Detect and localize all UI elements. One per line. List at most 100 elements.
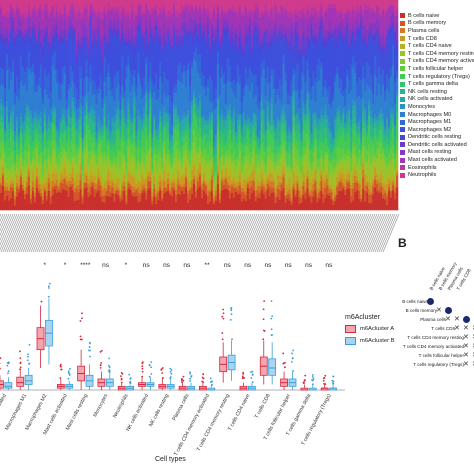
bar-segment: [25, 107, 29, 118]
bar-segment: [286, 129, 289, 136]
bar-segment: [230, 88, 234, 118]
bar-segment: [131, 185, 134, 193]
bar-segment: [392, 184, 395, 191]
bar-segment: [13, 45, 17, 93]
bar-segment: [9, 79, 13, 112]
sample-tick-label: [292, 213, 310, 253]
bar-segment: [244, 177, 248, 182]
bar-segment: [260, 47, 263, 64]
bar-segment: [145, 63, 148, 91]
bar-segment: [218, 135, 222, 144]
bar-segment: [125, 0, 128, 13]
bar-segment: [145, 90, 148, 94]
bar-segment: [21, 158, 25, 167]
bar-segment: [177, 0, 180, 13]
bar-segment: [260, 109, 263, 123]
sample-bar: [15, 0, 19, 211]
bar-segment: [99, 46, 102, 51]
bar-segment: [131, 85, 134, 118]
bar-segment: [31, 71, 35, 119]
bar-segment: [171, 45, 174, 48]
bar-segment: [386, 192, 389, 197]
bar-segment: [226, 110, 230, 116]
bar-segment: [55, 11, 59, 20]
bar-segment: [183, 155, 186, 172]
bar-segment: [189, 149, 192, 155]
sample-bar: [352, 0, 355, 211]
bar-segment: [167, 154, 170, 161]
bar-segment: [210, 129, 214, 146]
bar-segment: [183, 30, 186, 66]
bar-segment: [195, 27, 198, 32]
bar-segment: [320, 3, 323, 7]
bar-segment: [252, 181, 256, 191]
bar-segment: [3, 146, 7, 153]
bar-segment: [378, 83, 381, 113]
bar-segment: [220, 65, 224, 78]
bar-segment: [109, 179, 112, 187]
bar-segment: [85, 114, 88, 126]
sample-bar: [274, 0, 277, 211]
bar-segment: [183, 126, 186, 131]
bar-segment: [83, 36, 86, 42]
bar-segment: [125, 117, 128, 125]
bar-segment: [222, 164, 226, 167]
bar-segment: [322, 13, 325, 18]
bar-segment: [119, 18, 122, 35]
bar-segment: [252, 98, 256, 113]
bar-segment: [230, 80, 234, 89]
legend-swatch: [400, 96, 405, 102]
bar-segment: [67, 177, 70, 181]
bar-segment: [326, 185, 329, 195]
bar-segment: [105, 125, 108, 128]
bar-segment: [272, 68, 275, 89]
bar-segment: [175, 0, 178, 12]
bar-segment: [199, 16, 202, 23]
bar-segment: [380, 174, 383, 183]
bar-segment: [161, 81, 164, 105]
bar-segment: [165, 176, 168, 180]
bar-segment: [288, 17, 291, 28]
bar-segment: [67, 134, 70, 147]
bar-segment: [222, 24, 226, 30]
bar-segment: [366, 185, 369, 193]
bar-segment: [191, 149, 194, 157]
box-outlier: [81, 317, 83, 320]
bar-segment: [300, 194, 303, 198]
bar-segment: [71, 190, 74, 211]
bar-segment: [294, 196, 297, 211]
bar-segment: [228, 103, 232, 111]
bar-segment: [202, 182, 206, 192]
significance-label: ns: [142, 262, 150, 269]
bar-segment: [308, 47, 311, 78]
bar-segment: [151, 188, 154, 192]
bar-segment: [360, 28, 363, 80]
bar-segment: [388, 161, 391, 167]
bar-segment: [15, 187, 19, 197]
bar-segment: [81, 203, 84, 211]
bar-segment: [268, 134, 271, 145]
bar-segment: [189, 16, 192, 28]
bar-segment: [356, 165, 359, 172]
bar-segment: [336, 40, 339, 47]
bar-segment: [290, 16, 293, 23]
sample-tick-label: [170, 213, 188, 253]
bar-segment: [175, 11, 178, 18]
bar-segment: [191, 141, 194, 151]
bar-segment: [87, 111, 90, 115]
bar-segment: [71, 33, 74, 41]
bar-segment: [179, 186, 182, 195]
bar-segment: [43, 38, 47, 43]
bar-segment: [59, 158, 62, 163]
bar-segment: [372, 22, 375, 34]
bar-segment: [181, 187, 184, 192]
bar-segment: [23, 43, 27, 72]
bar-segment: [370, 35, 373, 75]
bar-segment: [226, 58, 230, 81]
bar-segment: [372, 33, 375, 36]
bar-segment: [200, 36, 204, 43]
sample-bar: [286, 0, 289, 211]
bar-segment: [181, 129, 184, 136]
bar-segment: [173, 162, 176, 174]
bar-segment: [151, 195, 154, 201]
